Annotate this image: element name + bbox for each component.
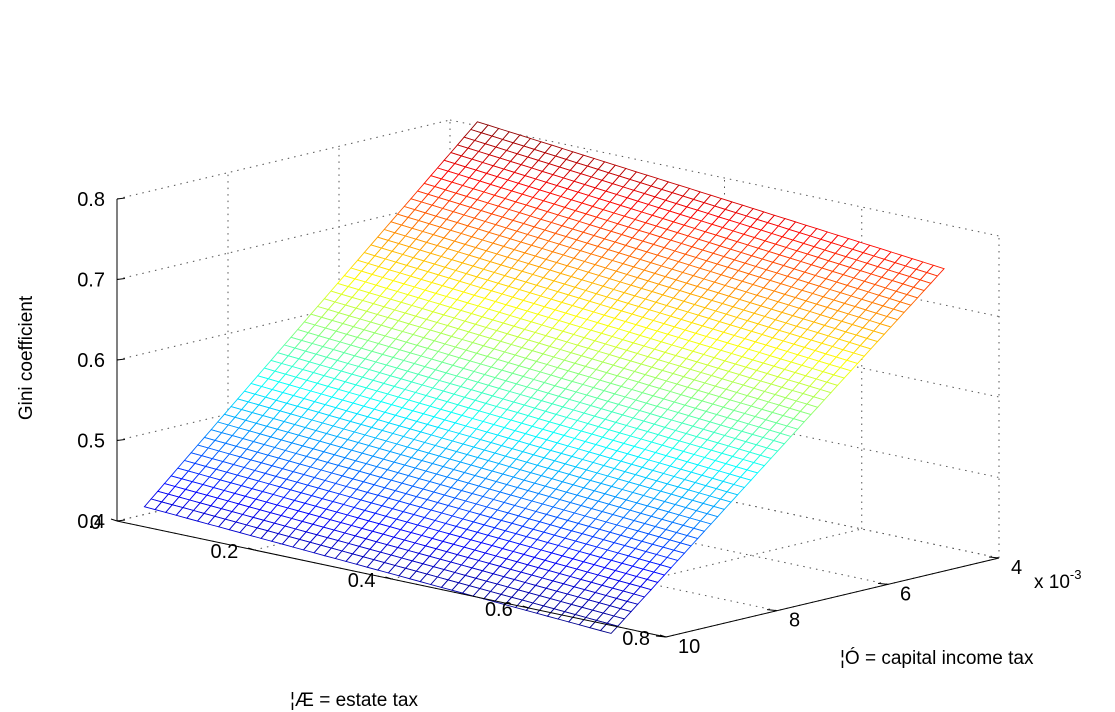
z-tick-label: 0.5: [77, 431, 105, 453]
z-tick-label: 0.8: [77, 189, 105, 211]
z-tick-label: 0.4: [77, 511, 105, 533]
z-tick-label: 0.6: [77, 350, 105, 372]
y-axis-line: [665, 557, 1000, 638]
y-tick: [988, 556, 1000, 559]
x-tick: [110, 518, 118, 522]
x-tick-label: 0.8: [622, 628, 650, 650]
y-tick-label: 4: [1011, 557, 1022, 579]
tick-labels: 0.4 0.5 0.6 0.7 0.8 0 0.2 0.4 0.6 0.8 4 6 8 10: [77, 189, 1022, 658]
y-tick: [766, 609, 778, 612]
x-tick: [248, 547, 255, 551]
surface-mesh: [143, 121, 945, 634]
exponent-base: x 10: [1034, 572, 1070, 593]
x-tick-label: 0.4: [348, 570, 376, 592]
grid-line: [449, 119, 1000, 237]
z-axis-label: Gini coefficient: [16, 295, 37, 420]
z-tick: [116, 358, 126, 361]
z-tick: [116, 519, 126, 522]
x-axis-label: ¦Æ = estate tax: [290, 690, 418, 711]
x-tick: [522, 605, 529, 609]
x-tick-label: 0.2: [210, 541, 238, 563]
x-tick: [385, 576, 392, 580]
axes: [110, 197, 1000, 638]
y-tick-label: 6: [900, 583, 911, 605]
grid-line: [116, 119, 451, 200]
y-axis-label: ¦Ó = capital income tax: [840, 647, 1034, 669]
z-tick: [116, 197, 126, 200]
y-tick: [655, 635, 667, 638]
y-tick-label: 10: [678, 636, 700, 658]
x-tick-label: 0.6: [485, 599, 513, 621]
z-tick: [116, 439, 126, 441]
z-tick-label: 0.7: [77, 270, 105, 292]
z-tick: [116, 278, 126, 280]
y-tick: [877, 582, 889, 585]
y-axis-exponent: x 10-3: [1034, 567, 1081, 593]
exponent-power: -3: [1070, 567, 1082, 582]
y-tick-label: 8: [789, 610, 800, 632]
x-tick-label: 0: [90, 512, 101, 534]
